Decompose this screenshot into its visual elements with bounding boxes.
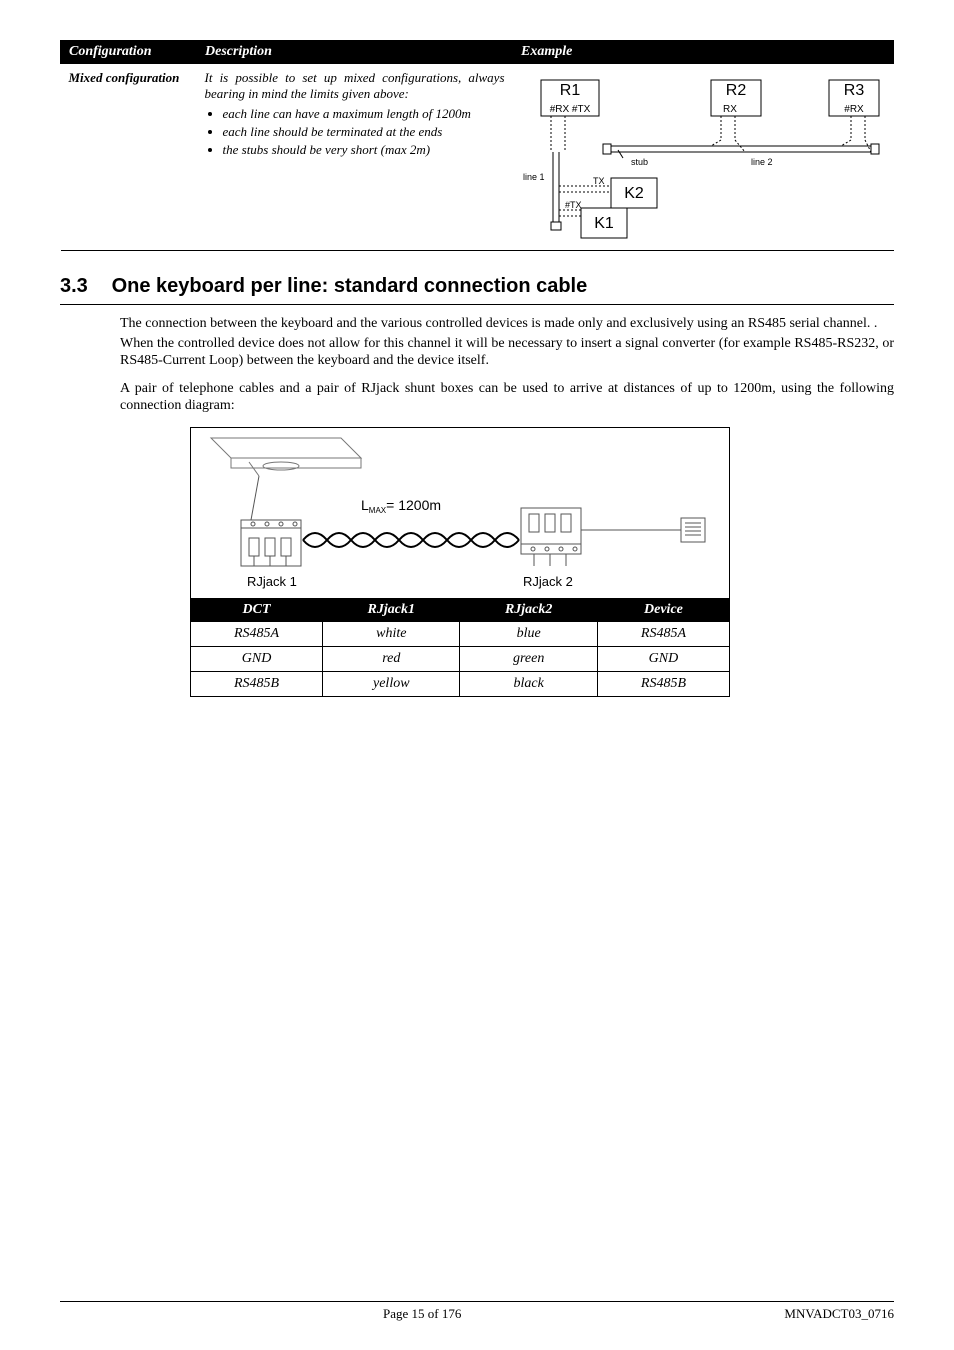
configtbl-hdr-desc: Description — [197, 41, 513, 64]
stub-label: stub — [631, 157, 648, 167]
wire-table: DCT RJjack1 RJjack2 Device RS485A white … — [190, 598, 730, 697]
rjjack1-label: RJjack 1 — [247, 574, 297, 589]
page-footer: Page 15 of 176 MNVADCT03_0716 — [60, 1301, 894, 1322]
list-item: the stubs should be very short (max 2m) — [223, 142, 505, 158]
k1-label: K1 — [594, 215, 614, 232]
footer-doc: MNVADCT03_0716 — [784, 1306, 894, 1322]
wire-cell: green — [460, 646, 597, 671]
list-item: each line should be terminated at the en… — [223, 124, 505, 140]
configuration-table: Configuration Description Example Mixed … — [60, 40, 894, 251]
wire-cell: GND — [191, 646, 323, 671]
config-title: Mixed configuration — [69, 70, 180, 85]
r3-label: R3 — [843, 82, 864, 99]
wire-hdr-dct: DCT — [191, 598, 323, 621]
table-row: GND red green GND — [191, 646, 730, 671]
wire-cell: black — [460, 671, 597, 696]
k2-label: K2 — [624, 185, 644, 202]
wire-cell: GND — [597, 646, 729, 671]
footer-page: Page 15 of 176 — [383, 1306, 461, 1322]
wire-cell: RS485B — [597, 671, 729, 696]
wire-hdr-device: Device — [597, 598, 729, 621]
rjjack2-icon — [521, 508, 581, 566]
wire-cell: RS485A — [597, 621, 729, 646]
paragraph-2: When the controlled device does not allo… — [120, 335, 894, 370]
line2-label: line 2 — [751, 157, 773, 167]
config-bullets: each line can have a maximum length of 1… — [223, 106, 505, 158]
r3-rx: #RX — [844, 104, 864, 115]
twisted-cable-icon — [303, 533, 519, 547]
wire-hdr-rj1: RJjack1 — [323, 598, 460, 621]
r1-label: R1 — [559, 82, 580, 99]
connection-block: LMAX= 1200m — [190, 427, 730, 697]
table-row: RS485A white blue RS485A — [191, 621, 730, 646]
configtbl-hdr-config: Configuration — [61, 41, 197, 64]
wire-cell: RS485A — [191, 621, 323, 646]
connection-diagram: LMAX= 1200m — [190, 427, 730, 598]
lmax-sub: MAX — [369, 506, 387, 515]
paragraph-1: The connection between the keyboard and … — [120, 315, 894, 333]
wire-cell: red — [323, 646, 460, 671]
r2-label: R2 — [725, 82, 746, 99]
lmax-eq: = 1200m — [386, 497, 441, 513]
svg-text:LMAX= 1200m: LMAX= 1200m — [361, 497, 441, 515]
r1-rxtx: #RX #TX — [549, 104, 590, 115]
table-row: RS485B yellow black RS485B — [191, 671, 730, 696]
r2-rx: RX — [723, 104, 737, 115]
configtbl-hdr-example: Example — [513, 41, 894, 64]
rjjack1-icon — [241, 520, 301, 566]
table-row: Mixed configuration It is possible to se… — [61, 64, 894, 251]
list-item: each line can have a maximum length of 1… — [223, 106, 505, 122]
wire-cell: blue — [460, 621, 597, 646]
mixed-config-diagram: R1 #RX #TX R2 RX R3 #RX — [521, 70, 881, 240]
wire-hdr-rj2: RJjack2 — [460, 598, 597, 621]
rjjack2-label: RJjack 2 — [523, 574, 573, 589]
device-icon — [681, 518, 705, 542]
wire-cell: white — [323, 621, 460, 646]
wire-cell: yellow — [323, 671, 460, 696]
section-title: One keyboard per line: standard connecti… — [112, 275, 588, 297]
section-num: 3.3 — [60, 275, 106, 298]
section-heading: 3.3 One keyboard per line: standard conn… — [60, 275, 894, 305]
keyboard-icon — [211, 438, 361, 476]
config-intro: It is possible to set up mixed configura… — [205, 70, 505, 102]
k2-tx: TX — [593, 176, 605, 186]
wire-cell: RS485B — [191, 671, 323, 696]
paragraph-3: A pair of telephone cables and a pair of… — [120, 380, 894, 415]
line1-label: line 1 — [523, 172, 545, 182]
lmax-l: L — [361, 497, 369, 513]
k1-txhash: #TX — [565, 200, 582, 210]
